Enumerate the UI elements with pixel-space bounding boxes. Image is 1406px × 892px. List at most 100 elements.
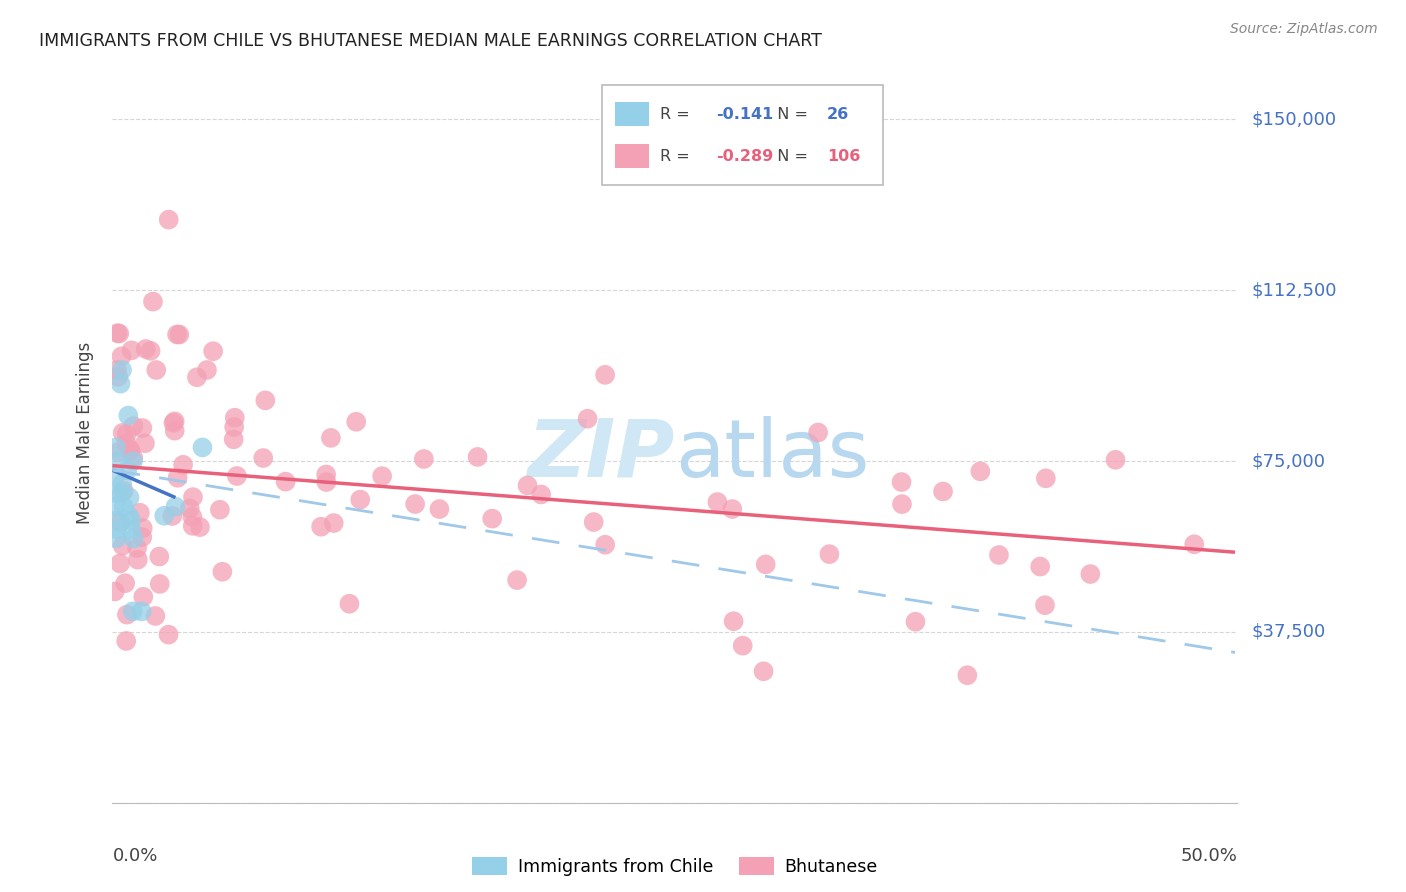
Point bbox=[139, 343, 162, 358]
Text: Source: ZipAtlas.com: Source: ZipAtlas.com bbox=[1230, 22, 1378, 37]
Point bbox=[128, 506, 150, 520]
Point bbox=[315, 467, 337, 482]
Point bbox=[807, 425, 830, 440]
Point bbox=[104, 584, 127, 599]
Point bbox=[593, 538, 616, 552]
Point bbox=[162, 508, 184, 523]
Point bbox=[115, 607, 138, 622]
Text: R =: R = bbox=[661, 149, 695, 164]
Point bbox=[115, 426, 138, 441]
Point bbox=[481, 511, 503, 525]
Point bbox=[104, 486, 127, 500]
Point bbox=[118, 491, 141, 505]
Point bbox=[891, 497, 914, 511]
Point bbox=[105, 441, 128, 455]
Point bbox=[108, 557, 131, 571]
Point bbox=[721, 502, 744, 516]
Point bbox=[104, 467, 127, 482]
Point bbox=[131, 421, 153, 435]
Point bbox=[224, 410, 246, 425]
Point bbox=[153, 508, 176, 523]
Text: -0.141: -0.141 bbox=[717, 107, 773, 122]
Point bbox=[104, 500, 127, 514]
Text: $37,500: $37,500 bbox=[1251, 623, 1326, 641]
Point bbox=[1182, 537, 1205, 551]
Point bbox=[222, 432, 245, 446]
Point bbox=[107, 445, 129, 459]
Point bbox=[169, 327, 191, 342]
Point bbox=[309, 519, 332, 533]
Point bbox=[115, 634, 138, 648]
Point bbox=[135, 342, 157, 356]
Text: 50.0%: 50.0% bbox=[1181, 847, 1237, 865]
Point bbox=[1029, 559, 1052, 574]
Point bbox=[127, 552, 149, 566]
Point bbox=[120, 513, 142, 527]
Point bbox=[127, 541, 149, 555]
Point bbox=[506, 573, 529, 587]
Point bbox=[582, 515, 605, 529]
Point bbox=[105, 523, 128, 537]
Point bbox=[818, 547, 841, 561]
Point bbox=[118, 508, 141, 523]
Point bbox=[111, 476, 134, 491]
Text: IMMIGRANTS FROM CHILE VS BHUTANESE MEDIAN MALE EARNINGS CORRELATION CHART: IMMIGRANTS FROM CHILE VS BHUTANESE MEDIA… bbox=[39, 32, 823, 50]
Point bbox=[191, 441, 214, 455]
Text: 26: 26 bbox=[827, 107, 849, 122]
Text: $112,500: $112,500 bbox=[1251, 281, 1337, 299]
Text: 106: 106 bbox=[827, 149, 860, 164]
Point bbox=[105, 532, 128, 546]
Point bbox=[731, 639, 754, 653]
Point bbox=[134, 436, 156, 450]
Point bbox=[142, 294, 165, 309]
Point bbox=[107, 454, 129, 468]
Point bbox=[371, 469, 394, 483]
Point bbox=[1104, 453, 1126, 467]
Point bbox=[576, 411, 599, 425]
Y-axis label: Median Male Earnings: Median Male Earnings bbox=[76, 342, 94, 524]
Point bbox=[120, 523, 142, 537]
Point bbox=[148, 549, 170, 564]
Point bbox=[108, 326, 131, 341]
Point bbox=[163, 424, 186, 438]
Text: N =: N = bbox=[768, 107, 813, 122]
Point bbox=[339, 597, 361, 611]
Point bbox=[932, 484, 955, 499]
Point bbox=[224, 420, 246, 434]
Point bbox=[111, 539, 134, 553]
Point bbox=[254, 393, 277, 408]
Point bbox=[404, 497, 426, 511]
Point bbox=[179, 501, 201, 516]
Point bbox=[157, 212, 180, 227]
Point bbox=[349, 492, 371, 507]
Point bbox=[467, 450, 489, 464]
Point bbox=[122, 532, 145, 546]
Point bbox=[111, 425, 134, 440]
Point bbox=[114, 576, 136, 591]
Point bbox=[1033, 598, 1056, 612]
Text: N =: N = bbox=[768, 149, 813, 164]
Point bbox=[157, 627, 180, 641]
Point bbox=[112, 500, 135, 514]
Point bbox=[890, 475, 912, 489]
Legend: Immigrants from Chile, Bhutanese: Immigrants from Chile, Bhutanese bbox=[472, 857, 877, 876]
Point bbox=[122, 454, 145, 468]
Point bbox=[706, 495, 728, 509]
Point bbox=[166, 471, 188, 485]
Point bbox=[755, 558, 778, 572]
Point bbox=[1078, 567, 1101, 582]
Point bbox=[181, 519, 204, 533]
Point bbox=[115, 436, 138, 450]
Point bbox=[107, 326, 129, 340]
Point bbox=[516, 478, 538, 492]
Point bbox=[1035, 471, 1057, 485]
Point bbox=[111, 363, 134, 377]
Point bbox=[132, 590, 155, 604]
Point bbox=[105, 363, 128, 377]
Point bbox=[162, 416, 184, 430]
Point bbox=[904, 615, 927, 629]
Point bbox=[181, 490, 204, 504]
Point bbox=[110, 516, 132, 530]
Point bbox=[122, 419, 145, 434]
Point bbox=[131, 604, 153, 618]
